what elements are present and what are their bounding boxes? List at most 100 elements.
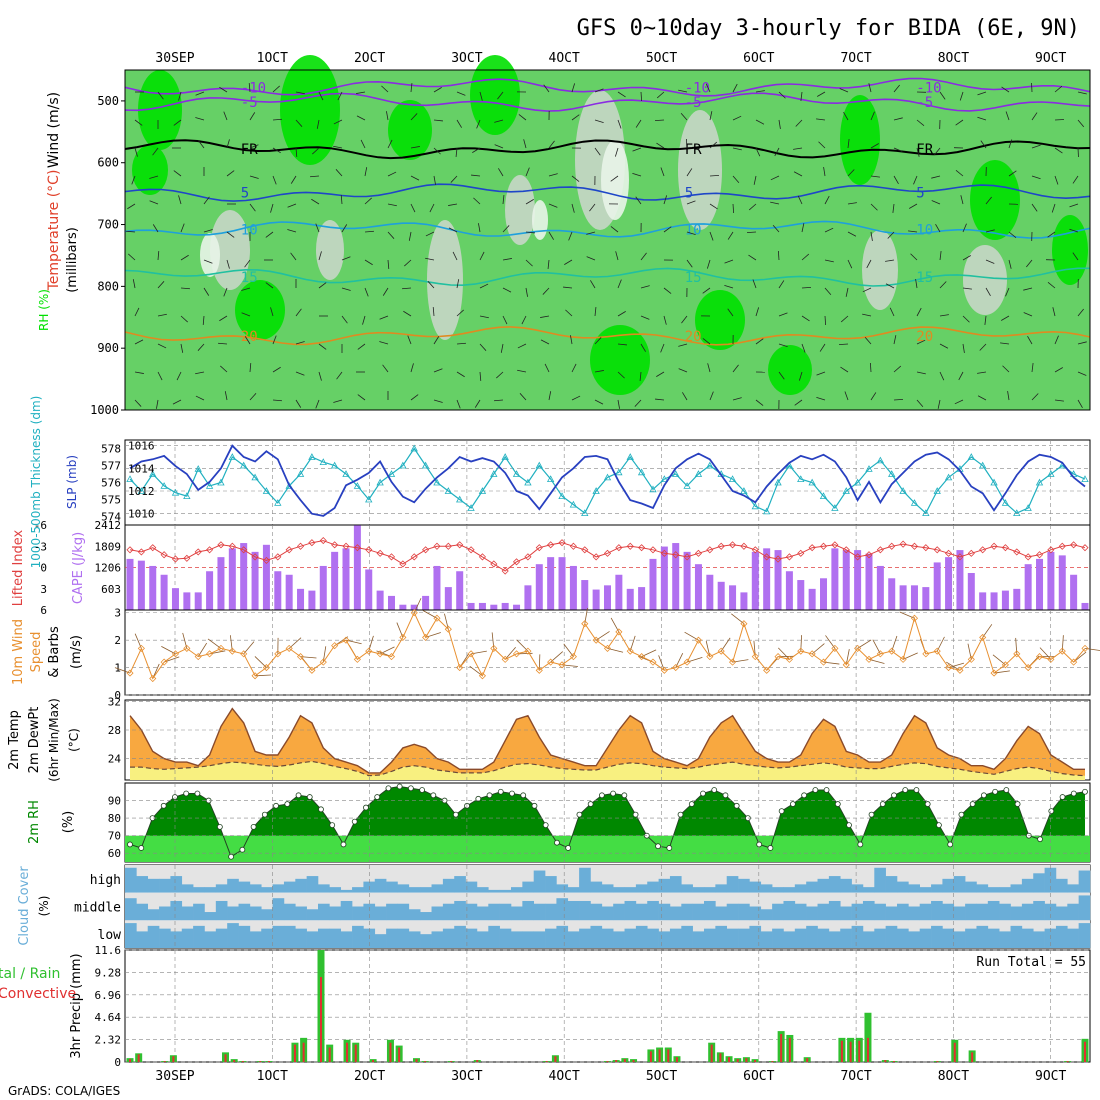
wind-speed-marker [660, 666, 668, 674]
wind-barb [472, 147, 481, 153]
wind-barb [152, 224, 159, 233]
wind-barb [778, 343, 788, 348]
wind-barb [1077, 341, 1087, 345]
wind-barb [410, 203, 416, 213]
lifted-index-marker [171, 555, 180, 563]
rh2m-marker [936, 822, 942, 829]
wind-barb [387, 259, 390, 270]
wind-barb [341, 256, 351, 261]
thickness-marker [751, 502, 759, 510]
rh2m-marker [430, 792, 437, 799]
wind-barb [433, 87, 442, 93]
isotherm-line [124, 220, 1091, 239]
cloud-cell [352, 887, 364, 893]
cloud-cell [613, 903, 625, 921]
wind-barb [265, 231, 274, 238]
wind-barb [709, 203, 718, 210]
wind-barb [1077, 308, 1084, 317]
wind-barb [755, 119, 765, 125]
cape-bar [456, 571, 464, 610]
isotherm-label: -10 [241, 80, 266, 96]
isotherm-line [124, 139, 1091, 160]
precip-convective-bar [1084, 1041, 1086, 1062]
wind-barb [134, 399, 142, 407]
rh-contour-region [970, 160, 1020, 240]
rh2m-marker [801, 792, 808, 799]
thickness-marker [603, 473, 612, 481]
rh2m-marker [250, 823, 257, 830]
wind-barb [634, 399, 642, 407]
rh2m-marker [891, 792, 897, 799]
thickness-marker [308, 453, 316, 460]
wind-barb [1031, 203, 1038, 212]
cloud-cell [204, 931, 217, 948]
cape-bar [274, 571, 282, 610]
wind-barb [1072, 252, 1079, 261]
cloud-cell [533, 931, 546, 948]
pressure-tick-label: 900 [97, 341, 119, 355]
rh-contour-region [678, 110, 722, 230]
wind-barb [356, 115, 366, 121]
wind-barb [594, 370, 604, 373]
cloud-cell [136, 931, 149, 948]
wind-barb [610, 226, 619, 233]
cloud-cell [999, 903, 1011, 921]
wind-barb [654, 119, 665, 122]
rh2m-marker [284, 801, 291, 807]
lifted-index-marker [831, 541, 839, 549]
wind-barb [474, 399, 481, 408]
wind-barb [295, 147, 298, 158]
wind-barb [777, 250, 780, 261]
wind-barb [770, 175, 780, 181]
wind-barb [801, 253, 810, 261]
wind-barb [387, 231, 395, 239]
lifted-index-marker [956, 553, 964, 561]
wind-barb [340, 194, 343, 205]
wind-barb [935, 224, 941, 233]
wind-speed-marker [296, 653, 305, 661]
wind-barb [1031, 393, 1039, 401]
wind-barb [337, 91, 343, 101]
wind-barb [755, 399, 764, 406]
wind-barb [847, 202, 857, 205]
wind-barb [425, 231, 435, 237]
wind-barb [955, 119, 964, 126]
cloud-cell [590, 925, 603, 948]
wind-barb [540, 339, 550, 345]
lifted-index-marker [444, 542, 452, 550]
wind-barb [519, 393, 527, 401]
cape-bar [308, 590, 316, 610]
cape-bar [638, 587, 646, 610]
wind-barb-10m [516, 639, 529, 652]
cape-bar [149, 565, 157, 610]
precip-convective-bar [658, 1049, 661, 1062]
lifted-index-axis-label: Lifted Index [11, 529, 26, 606]
wind-barb [663, 195, 668, 205]
rh-contour-region [200, 233, 220, 277]
rh2m-marker [497, 788, 504, 795]
lifted-index-marker [865, 551, 873, 559]
wind-barb [732, 147, 742, 151]
cape-bar [365, 569, 373, 610]
lifted-index-marker [1081, 544, 1089, 552]
cloud-cell [749, 881, 762, 893]
cloud-cell [136, 903, 149, 921]
wind-barb [427, 281, 435, 289]
wind-barb [755, 307, 760, 317]
wind-barb [1077, 399, 1083, 408]
wind-barb [962, 315, 970, 323]
wind-speed-marker [683, 658, 691, 666]
cloud-cell [215, 900, 228, 921]
thickness-marker [262, 487, 271, 494]
wind-barb [404, 259, 412, 267]
wind-barb [571, 114, 580, 121]
wind-barb [819, 343, 826, 352]
lifted-index-marker [160, 551, 168, 559]
wind-barb [962, 287, 972, 290]
wind-speed-marker [331, 642, 339, 650]
wind-barb [571, 363, 577, 373]
thickness-marker [944, 473, 953, 481]
precip-convective-bar [424, 1061, 427, 1062]
wind-barb [678, 343, 688, 347]
rh-contour-region [132, 145, 168, 195]
